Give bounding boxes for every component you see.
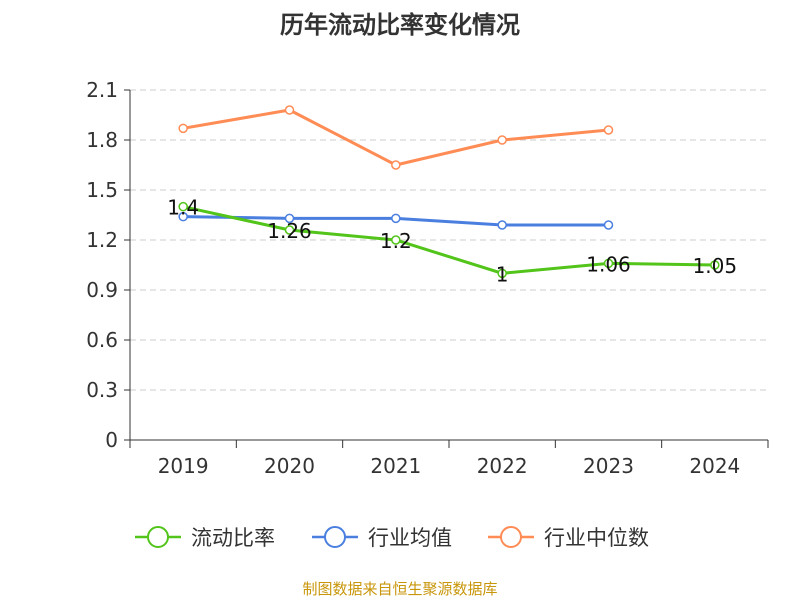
source-note: 制图数据来自恒生聚源数据库 <box>302 580 497 598</box>
legend-label: 行业中位数 <box>544 526 649 550</box>
data-label: 1.26 <box>267 219 312 243</box>
data-point[interactable] <box>497 135 507 145</box>
legend-item-1[interactable]: 行业均值 <box>312 526 452 550</box>
legend-label: 行业均值 <box>368 526 452 550</box>
data-point[interactable] <box>391 235 401 245</box>
legend-circle-icon <box>500 526 522 548</box>
y-tick-label: 0 <box>105 428 118 452</box>
data-point[interactable] <box>284 105 295 115</box>
data-label: 1.06 <box>586 252 631 276</box>
data-point[interactable] <box>603 125 614 135</box>
y-tick-label: 1.2 <box>86 228 118 252</box>
y-tick-label: 0.9 <box>86 278 118 302</box>
legend-circle-icon <box>324 526 346 548</box>
data-point[interactable] <box>710 260 720 270</box>
x-tick-label: 2022 <box>477 454 528 478</box>
y-tick-label: 0.6 <box>86 328 118 352</box>
y-tick-label: 1.8 <box>86 128 118 152</box>
x-tick-label: 2021 <box>370 454 421 478</box>
series-line-0 <box>182 205 715 275</box>
data-point[interactable] <box>391 160 401 170</box>
data-point[interactable] <box>178 211 188 222</box>
data-point[interactable] <box>603 220 614 230</box>
data-point[interactable] <box>178 201 188 212</box>
data-label: 1.4 <box>167 196 199 220</box>
x-tick-label: 2024 <box>689 454 740 478</box>
data-point[interactable] <box>284 213 295 224</box>
legend-item-2[interactable]: 行业中位数 <box>488 526 649 550</box>
legend-item-0[interactable]: 流动比率 <box>135 526 275 550</box>
data-point[interactable] <box>497 268 507 279</box>
y-tick-label: 2.1 <box>86 78 118 102</box>
x-tick-label: 2020 <box>264 454 315 478</box>
data-label: 1 <box>496 262 509 286</box>
legend-circle-icon <box>147 526 169 548</box>
data-point[interactable] <box>603 258 614 269</box>
chart-title: 历年流动比率变化情况 <box>280 11 520 39</box>
x-tick-label: 2023 <box>583 454 634 478</box>
data-point[interactable] <box>284 225 295 235</box>
data-point[interactable] <box>178 123 188 134</box>
x-tick-label: 2019 <box>158 454 209 478</box>
data-label: 1.05 <box>693 254 738 278</box>
series-line-2 <box>182 108 609 167</box>
legend-label: 流动比率 <box>191 526 275 550</box>
data-point[interactable] <box>391 213 401 224</box>
data-point[interactable] <box>497 220 507 230</box>
y-tick-label: 1.5 <box>86 178 118 202</box>
y-tick-label: 0.3 <box>86 378 118 402</box>
data-label: 1.2 <box>380 229 412 253</box>
